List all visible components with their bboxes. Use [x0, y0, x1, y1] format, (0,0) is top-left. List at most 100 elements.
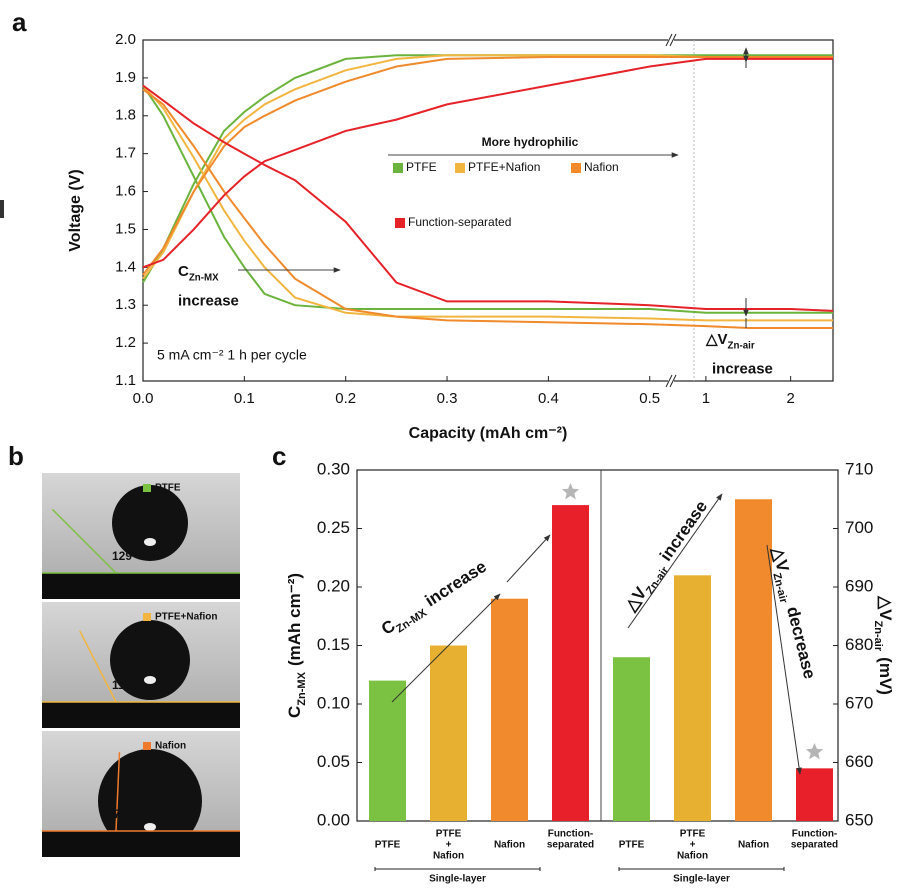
y-tick-label: 2.0 [115, 31, 136, 48]
y2-tick-label: 650 [845, 810, 873, 829]
y2-tick-label: 680 [845, 635, 873, 654]
annotation: △VZn-air increase [705, 331, 773, 377]
annotation-sub: Zn-air [728, 340, 755, 351]
annotation-main: C [178, 263, 189, 280]
x-tick-label: + [690, 840, 696, 851]
annotation: CZn-MXincrease [378, 557, 492, 642]
y-axis-title: CZn-MX (mAh cm⁻²) [285, 573, 307, 718]
annotation-after: decrease [783, 605, 819, 681]
y-tick-label: 0.10 [317, 693, 350, 712]
y-axis-title: Voltage (V) [67, 169, 84, 251]
group-label: Single-layer [673, 874, 730, 885]
legend-swatch [571, 163, 581, 173]
y2-tick-label: 710 [845, 459, 873, 478]
droplet [112, 485, 188, 561]
y-axis-title-after: (mAh cm⁻²) [285, 573, 304, 666]
y-axis-title-main: C [285, 706, 304, 718]
annotation-sub: Zn-air [644, 564, 672, 597]
contact-angle: 129° [112, 549, 137, 563]
contact-angle: 115° [112, 678, 136, 692]
x-tick-label: 0.3 [437, 390, 458, 407]
legend-label: Nafion [584, 160, 619, 174]
y-tick-label: 1.3 [115, 296, 136, 313]
image-label: Nafion [155, 741, 186, 752]
x-tick-label: Nafion [433, 851, 464, 862]
photo-cover [42, 731, 240, 735]
label-swatch [143, 742, 151, 750]
annotation-after: increase [422, 557, 490, 611]
x-tick-label: + [446, 840, 452, 851]
x-tick-label: 1 [702, 390, 710, 407]
arrow [391, 593, 501, 703]
y2-axis-title-sub: Zn-air [872, 620, 884, 651]
y-tick-label: 0.20 [317, 576, 350, 595]
x-tick-label: separated [791, 840, 838, 851]
highlight [144, 538, 156, 546]
x-tick-label: Nafion [738, 840, 769, 851]
y2-tick-label: 690 [845, 576, 873, 595]
x-tick-label: PTFE [680, 829, 706, 840]
y2-tick-label: 660 [845, 752, 873, 771]
x-tick-label: Nafion [677, 851, 708, 862]
y-tick-label: 0.30 [317, 459, 350, 478]
panel-label: a [12, 7, 27, 37]
line-charge [142, 54, 833, 284]
annotation-after: increase [178, 292, 239, 309]
annotation-after: increase [712, 360, 773, 377]
legend-label: Function-separated [408, 215, 511, 229]
droplet [98, 749, 202, 853]
y-tick-label: 1.4 [115, 258, 136, 275]
x-tick-label: Function- [792, 829, 838, 840]
group-bracket [374, 867, 541, 871]
x-tick-label: separated [547, 840, 594, 851]
contact-line [79, 630, 117, 703]
axis-break [665, 374, 673, 388]
label-swatch [143, 613, 151, 621]
highlight [144, 676, 156, 684]
annotation-sub: Zn-MX [394, 606, 429, 635]
group-bracket [618, 867, 785, 871]
plot-frame [142, 39, 834, 382]
annotation: △VZn-airdecrease [764, 544, 819, 681]
annotation: More hydrophilic [482, 135, 579, 149]
line-discharge [142, 88, 833, 329]
y-tick-label: 1.5 [115, 220, 136, 237]
y-tick-label: 1.7 [115, 145, 136, 162]
y-tick-label: 0.15 [317, 635, 350, 654]
contact-line [115, 752, 121, 832]
legend-swatch [455, 163, 465, 173]
axis-break [665, 33, 673, 47]
bar [552, 505, 589, 821]
legend-swatch [395, 218, 405, 228]
photo-cover [42, 602, 240, 606]
contact-line [51, 508, 117, 574]
label-swatch [143, 484, 151, 492]
photo-cover [42, 473, 240, 477]
y2-tick-label: 670 [845, 693, 873, 712]
line-discharge [142, 84, 833, 322]
substrate [42, 573, 240, 599]
y-tick-label: 1.2 [115, 334, 136, 351]
y-tick-label: 0.00 [317, 810, 350, 829]
x-tick-label: Nafion [494, 840, 525, 851]
panel-label: b [8, 441, 24, 471]
axis-break [669, 374, 677, 388]
legend-label: PTFE [406, 160, 437, 174]
y-tick-label: 1.9 [115, 69, 136, 86]
x-tick-label: 0.1 [234, 390, 255, 407]
arrow [766, 544, 802, 775]
contact-angle: 87° [107, 807, 125, 821]
edge-mark [0, 200, 4, 218]
axis-break [669, 33, 677, 47]
y2-axis-title-after: (mV) [876, 657, 895, 695]
bar [369, 680, 406, 821]
substrate [42, 702, 240, 728]
y-tick-label: 1.1 [115, 372, 136, 389]
annotation-main: △V [705, 331, 728, 348]
x-axis-title: Capacity (mAh cm⁻²) [409, 425, 568, 442]
star [805, 743, 824, 760]
image-label: PTFE [155, 483, 181, 494]
droplet [110, 620, 190, 700]
